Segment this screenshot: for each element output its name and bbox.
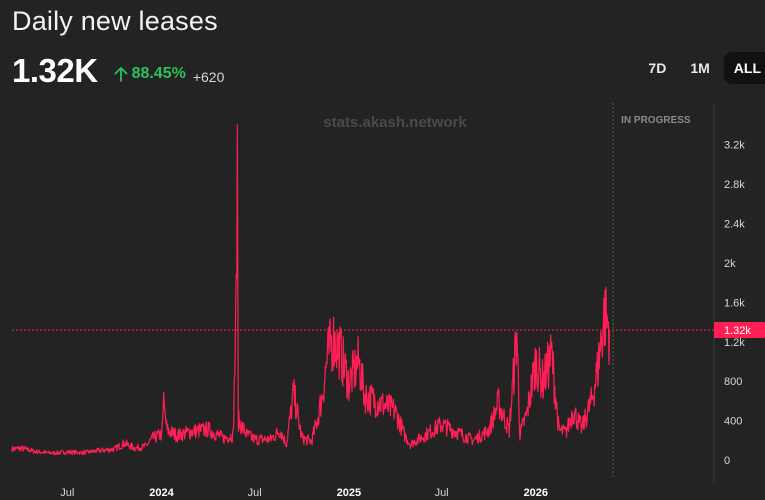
y-tick-label: 0 [724, 455, 730, 467]
tab-7d[interactable]: 7D [648, 60, 667, 76]
y-tick-label: 3.2k [724, 140, 745, 152]
x-tick-label: 2024 [149, 487, 174, 499]
y-axis-ticks: 0 400 800 1.2k 1.6k 2k 2.4k 2.8k 3.2k [724, 140, 745, 467]
in-progress-label: IN PROGRESS [621, 115, 691, 126]
x-tick-label: Jul [60, 487, 74, 499]
leases-line-chart: IN PROGRESS stats.akash.network 0 400 800 1… [11, 103, 765, 499]
headline-stats: 1.32K 88.45% +620 [12, 52, 224, 90]
page-title: Daily new leases [12, 6, 218, 36]
x-tick-label: 2026 [524, 487, 548, 499]
x-tick-label: 2025 [337, 487, 361, 499]
y-tick-label: 400 [724, 416, 742, 428]
current-value-marker [714, 321, 765, 338]
range-tabs: 7D 1M ALL [634, 52, 765, 84]
y-tick-label: 2k [724, 258, 736, 270]
current-value-marker-label: 1.32k [724, 325, 751, 337]
arrow-up-icon [114, 67, 127, 82]
y-tick-label: 2.4k [724, 219, 745, 231]
change-indicator: 88.45% [114, 65, 186, 83]
tab-all[interactable]: ALL [723, 52, 765, 84]
change-absolute: +620 [192, 69, 225, 85]
x-tick-label: Jul [248, 487, 262, 499]
change-percent: 88.45% [131, 65, 186, 82]
y-tick-label: 1.2k [724, 337, 745, 349]
x-tick-label: Jul [435, 487, 449, 499]
y-tick-label: 800 [724, 376, 742, 388]
x-axis-ticks: Jul 2024 Jul 2025 Jul 2026 [60, 487, 548, 499]
series-line-daily-new-leases [11, 124, 611, 456]
watermark-text: stats.akash.network [323, 114, 467, 131]
y-tick-label: 1.6k [724, 297, 745, 309]
current-value: 1.32K [12, 52, 98, 89]
y-tick-label: 2.8k [724, 179, 745, 191]
chart-area: IN PROGRESS stats.akash.network 0 400 800 1… [0, 103, 765, 500]
tab-1m[interactable]: 1M [690, 60, 710, 76]
